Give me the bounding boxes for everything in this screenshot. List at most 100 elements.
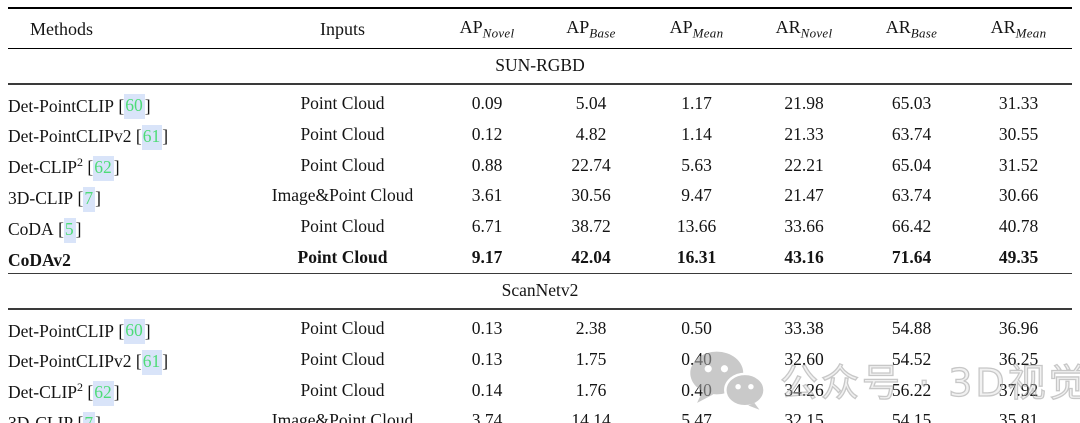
- method-cell: Det-PointCLIPv2 [61]: [8, 118, 250, 151]
- citation-number[interactable]: 7: [83, 186, 96, 212]
- value-cell: 0.14: [471, 379, 503, 400]
- value-cell: 13.66: [676, 216, 717, 237]
- column-header-ap-base: APBase: [539, 8, 643, 48]
- section-title: SUN-RGBD: [8, 48, 1072, 85]
- citation-number[interactable]: 60: [124, 319, 145, 345]
- method-name: Det-CLIP: [8, 382, 78, 403]
- value-cell: 49.35: [998, 247, 1039, 268]
- citation-number[interactable]: 60: [124, 94, 145, 120]
- citation-number[interactable]: 5: [63, 217, 76, 243]
- value-cell: 0.40: [681, 379, 712, 400]
- method-cell: Det-CLIP2 [62]: [8, 149, 250, 182]
- metric-label: AR: [885, 17, 911, 37]
- value-cell: 66.42: [891, 216, 932, 237]
- method-cell: Det-PointCLIPv2 [61]: [8, 343, 250, 376]
- value-cell: 0.50: [681, 317, 712, 338]
- inputs-cell: Point Cloud: [300, 216, 385, 237]
- value-cell: 54.52: [891, 348, 932, 369]
- method-cell: Det-CLIP2 [62]: [8, 374, 250, 407]
- inputs-cell: Point Cloud: [300, 379, 385, 400]
- method-name: Det-PointCLIP: [8, 95, 114, 116]
- citation-number[interactable]: 61: [141, 125, 163, 151]
- citation-link[interactable]: [62]: [83, 381, 120, 407]
- value-cell: 54.15: [891, 410, 932, 423]
- value-cell: 0.09: [471, 93, 503, 113]
- column-header-inputs: Inputs: [320, 18, 365, 39]
- citation-number[interactable]: 62: [93, 381, 114, 407]
- value-cell: 32.15: [784, 410, 824, 423]
- value-cell: 30.55: [998, 123, 1039, 144]
- citation-link[interactable]: [60]: [114, 319, 151, 345]
- method-superscript: 2: [77, 380, 84, 395]
- citation-number[interactable]: 62: [93, 156, 114, 182]
- citation-number[interactable]: 7: [83, 411, 96, 423]
- value-cell: 63.74: [891, 123, 932, 144]
- metric-label: AR: [775, 17, 801, 37]
- method-name: 3D-CLIP: [8, 187, 74, 208]
- value-cell: 56.22: [891, 379, 932, 400]
- metric-subscript: Novel: [482, 25, 515, 41]
- value-cell: 43.16: [784, 247, 824, 268]
- value-cell: 4.82: [575, 123, 607, 144]
- method-cell: 3D-CLIP [7]: [8, 180, 250, 212]
- column-header-methods: Methods: [30, 18, 93, 39]
- value-cell: 31.33: [998, 93, 1039, 113]
- table-row: Det-PointCLIP [60] Point Cloud 0.13 2.38…: [8, 309, 1072, 345]
- value-cell: 1.17: [681, 93, 712, 113]
- inputs-cell: Point Cloud: [300, 93, 385, 113]
- results-table-container: Methods Inputs APNovel APBase APMean AR N…: [8, 7, 1072, 423]
- value-cell: 37.92: [998, 379, 1039, 400]
- value-cell: 5.04: [575, 93, 607, 113]
- value-cell: 21.47: [784, 185, 824, 206]
- value-cell: 40.78: [998, 216, 1039, 237]
- value-cell: 1.75: [575, 348, 607, 369]
- value-cell: 0.88: [471, 154, 503, 175]
- value-cell: 5.63: [681, 154, 712, 175]
- value-cell: 0.12: [471, 123, 503, 144]
- value-cell: 0.13: [471, 317, 503, 338]
- value-cell: 34.26: [784, 379, 824, 400]
- table-row: Det-PointCLIPv2 [61] Point Cloud 0.13 1.…: [8, 343, 1072, 376]
- table-row: CoDA [5] Point Cloud 6.71 38.72 13.66 33…: [8, 211, 1072, 243]
- citation-link[interactable]: [61]: [131, 350, 168, 376]
- value-cell: 22.74: [571, 154, 611, 175]
- value-cell: 63.74: [891, 185, 932, 206]
- citation-link[interactable]: [61]: [131, 125, 168, 151]
- value-cell: 30.66: [998, 185, 1039, 206]
- value-cell: 32.60: [784, 348, 824, 369]
- inputs-cell: Point Cloud: [300, 317, 385, 338]
- table-row: 3D-CLIP [7] Image&Point Cloud 3.74 14.14…: [8, 405, 1072, 423]
- citation-number[interactable]: 61: [141, 350, 163, 376]
- method-superscript: 2: [77, 155, 84, 170]
- citation-link[interactable]: [5]: [54, 217, 81, 243]
- section-title: ScanNetv2: [8, 273, 1072, 310]
- value-cell: 36.96: [998, 317, 1039, 338]
- value-cell: 0.13: [471, 348, 503, 369]
- value-cell: 54.88: [891, 317, 932, 338]
- column-header-ar-base: ARBase: [858, 8, 965, 48]
- value-cell: 3.61: [471, 185, 503, 206]
- column-header-ap-novel: APNovel: [435, 8, 539, 48]
- value-cell: 1.14: [681, 123, 712, 144]
- inputs-cell: Point Cloud: [297, 247, 388, 268]
- method-cell: CoDAv2 []: [8, 242, 250, 273]
- header-row: Methods Inputs APNovel APBase APMean AR N…: [8, 8, 1072, 49]
- value-cell: 9.17: [471, 247, 503, 268]
- value-cell: 1.76: [575, 379, 607, 400]
- metric-subscript: Base: [910, 25, 938, 41]
- method-name: Det-CLIP: [8, 157, 78, 178]
- value-cell: 31.52: [998, 154, 1039, 175]
- inputs-cell: Image&Point Cloud: [271, 410, 414, 423]
- table-row-best: CoDAv2 [] Point Cloud 9.17 42.04 16.31 4…: [8, 242, 1072, 273]
- table-row: Det-CLIP2 [62] Point Cloud 0.88 22.74 5.…: [8, 149, 1072, 182]
- value-cell: 71.64: [891, 247, 932, 268]
- metric-subscript: Mean: [1015, 25, 1047, 41]
- citation-link[interactable]: [62]: [83, 156, 120, 182]
- citation-link[interactable]: [7]: [73, 411, 101, 423]
- citation-link[interactable]: [7]: [73, 186, 101, 212]
- citation-link[interactable]: [60]: [114, 94, 151, 120]
- value-cell: 65.03: [891, 93, 932, 113]
- column-header-ap-mean: APMean: [643, 8, 750, 48]
- value-cell: 21.98: [784, 93, 824, 113]
- value-cell: 3.74: [471, 410, 503, 423]
